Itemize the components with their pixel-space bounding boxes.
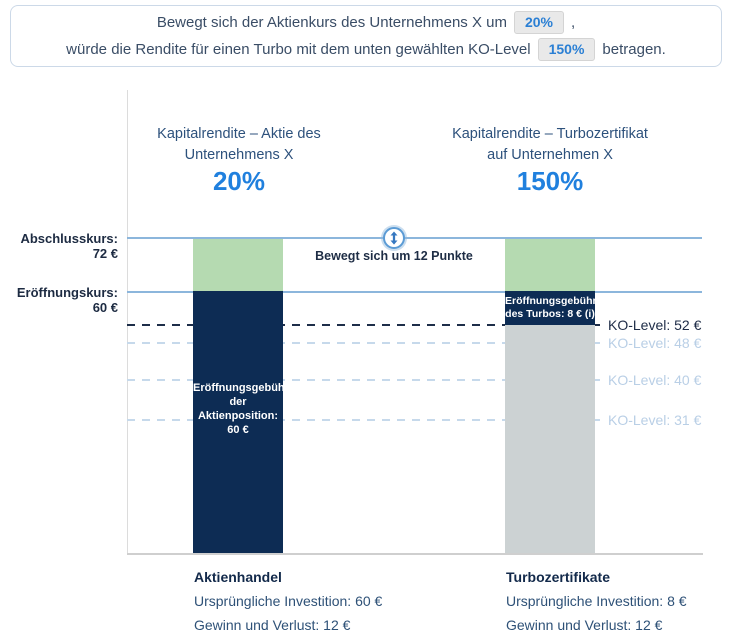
stock-gain-segment bbox=[193, 239, 283, 291]
turbo-gain-segment bbox=[505, 239, 595, 291]
x-axis-line bbox=[127, 553, 703, 555]
turbo-return-value: 150% bbox=[516, 166, 584, 196]
stock-legend-title: Aktienhandel bbox=[194, 569, 282, 585]
banner-line1-text: Bewegt sich der Aktienkurs des Unternehm… bbox=[156, 14, 507, 31]
banner-line-2: würde die Rendite für einen Turbo mit de… bbox=[66, 36, 666, 63]
stock-column-header: Kapitalrendite – Aktie des Unternehmens … bbox=[119, 124, 359, 166]
banner-line2-text: würde die Rendite für einen Turbo mit de… bbox=[66, 41, 531, 58]
turbo-legend: Turbozertifikate Ursprüngliche Investiti… bbox=[506, 565, 687, 636]
stock-return-badge[interactable]: 20% bbox=[513, 11, 565, 34]
y-axis-line bbox=[127, 90, 128, 553]
opening-price-line bbox=[127, 291, 702, 293]
ko-line-40 bbox=[127, 379, 605, 381]
closing-price-line bbox=[127, 237, 702, 239]
turbo-column-header: Kapitalrendite – Turbozertifikat auf Unt… bbox=[430, 124, 670, 166]
stock-header-line2: Unternehmens X bbox=[184, 147, 294, 163]
ko-line-48 bbox=[127, 342, 605, 344]
turbo-return-badge[interactable]: 150% bbox=[537, 38, 596, 61]
turbo-legend-pnl: Gewinn und Verlust: 12 € bbox=[506, 617, 663, 633]
banner-line-1: Bewegt sich der Aktienkurs des Unternehm… bbox=[157, 9, 575, 36]
price-drag-handle[interactable] bbox=[383, 227, 405, 249]
stock-return-value: 20% bbox=[212, 166, 266, 196]
banner-line2-suffix: betragen. bbox=[602, 41, 666, 58]
ko-level-option-52[interactable]: KO-Level: 52 € bbox=[608, 317, 702, 333]
turbo-legend-title: Turbozertifikate bbox=[506, 569, 610, 585]
closing-price-label: Abschlusskurs: 72 € bbox=[20, 231, 118, 261]
ko-line-31 bbox=[127, 419, 605, 421]
info-banner: Bewegt sich der Aktienkurs des Unternehm… bbox=[10, 5, 722, 67]
turbo-fee-label: Eröffnungsgebühr des Turbos: 8 € (i) bbox=[505, 295, 597, 320]
ko-level-option-48[interactable]: KO-Level: 48 € bbox=[608, 335, 702, 351]
turbo-legend-investment: Ursprüngliche Investition: 8 € bbox=[506, 593, 687, 609]
stock-investment-segment: Eröffnungsgebühr der Aktienposition: 60 … bbox=[193, 291, 289, 553]
ko-level-option-31[interactable]: KO-Level: 31 € bbox=[608, 412, 702, 428]
ko-line-52 bbox=[127, 324, 605, 326]
stock-header-line1: Kapitalrendite – Aktie des bbox=[157, 126, 321, 142]
ko-level-option-40[interactable]: KO-Level: 40 € bbox=[608, 372, 702, 388]
turbo-header-line2: auf Unternehmen X bbox=[487, 147, 613, 163]
banner-line1-suffix: , bbox=[571, 14, 576, 31]
turbo-fee-segment: Eröffnungsgebühr des Turbos: 8 € (i) bbox=[505, 291, 597, 325]
opening-price-label: Eröffnungskurs: 60 € bbox=[16, 285, 118, 315]
stock-legend-pnl: Gewinn und Verlust: 12 € bbox=[194, 617, 351, 633]
movement-caption: Bewegt sich um 12 Punkte bbox=[315, 249, 473, 263]
turbo-header-line1: Kapitalrendite – Turbozertifikat bbox=[452, 126, 648, 142]
stock-legend-investment: Ursprüngliche Investition: 60 € bbox=[194, 593, 383, 609]
turbo-ko-buffer-segment bbox=[505, 325, 595, 553]
up-down-arrow-icon bbox=[390, 231, 398, 245]
stock-fee-label: Eröffnungsgebühr der Aktienposition: 60 … bbox=[193, 382, 289, 436]
stock-legend: Aktienhandel Ursprüngliche Investition: … bbox=[194, 565, 382, 636]
